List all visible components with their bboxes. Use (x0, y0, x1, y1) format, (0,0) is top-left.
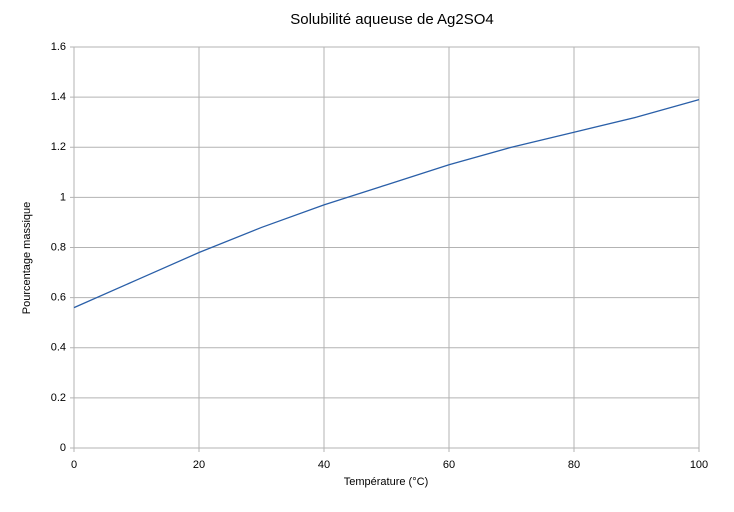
data-line (73, 99, 700, 309)
y-axis-label: Pourcentage massique (21, 202, 33, 315)
x-tick-label: 0 (71, 459, 77, 471)
y-tick-label: 1 (60, 191, 66, 203)
x-axis-label: Température (°C) (344, 476, 428, 488)
y-tick-label: 0.4 (51, 342, 66, 354)
plot-frame (73, 46, 700, 449)
y-tick-label: 0.8 (51, 241, 66, 253)
x-tick-label: 40 (318, 459, 330, 471)
y-tick-label: 1.2 (51, 141, 66, 153)
y-tick-label: 0 (60, 442, 66, 454)
y-tick-label: 1.4 (51, 91, 66, 103)
y-tick-label: 0.6 (51, 292, 66, 304)
y-tick-label: 1.6 (51, 41, 66, 53)
x-tick-label: 80 (568, 459, 580, 471)
x-tick-label: 20 (193, 459, 205, 471)
chart-title: Solubilité aqueuse de Ag2SO4 (290, 11, 494, 28)
y-tick-label: 0.2 (51, 392, 66, 404)
x-tick-label: 100 (690, 459, 708, 471)
x-tick-label: 60 (443, 459, 455, 471)
